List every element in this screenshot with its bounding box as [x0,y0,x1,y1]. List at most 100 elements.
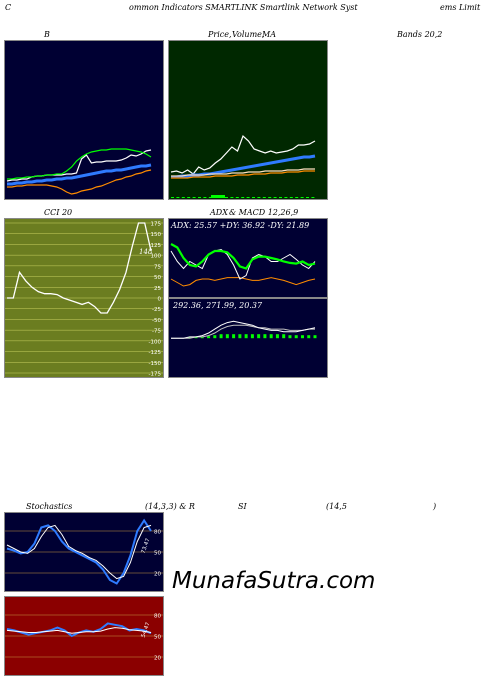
price-series-2 [171,170,315,179]
stochastics-panel: 80 50 20 73.47 [4,512,164,592]
adx-title: ADX [210,208,228,217]
volume-bar [252,197,255,198]
rsi-chart: 80 50 20 54.47 [5,614,163,662]
volume-bar [300,197,304,198]
cci-tick-label: -75 [152,329,161,335]
header-left: C [5,3,12,12]
volume-bar [306,197,309,198]
volume-bar [198,197,201,198]
macd-hist-bar [263,334,267,339]
adx-values: ADX: 25.57 +DY: 36.92 -DY: 21.89 [171,221,310,230]
watermark: MunafaSutra.com [172,568,376,594]
cci-tick-label: 50 [154,275,161,281]
macd-values: 292.36, 271.99, 20.37 [173,301,263,310]
cci-chart: 175 150 125 100 75 50 25 0 -25 -50 -75 -100 -125 -150… [5,222,163,377]
stoch-params: (14,3,3) & R [145,502,195,511]
cci-tick-label: 125 [151,243,162,249]
macd-title: & MACD 12,26,9 [229,208,299,217]
volume-bar [181,197,185,198]
bollinger-chart [6,148,152,195]
volume-bar [171,197,174,198]
volume-bar [289,197,293,198]
macd-hist-bar [288,335,292,339]
rsi-si: SI [238,502,247,511]
volume-bar [211,195,225,198]
rsi-params: (14,5 [326,502,347,511]
macd-hist-bar [213,335,217,339]
macd-hist-bar [200,337,204,339]
cci-panel: 175 150 125 100 75 50 25 0 -25 -50 -75 -100 -125 -150… [4,218,164,378]
volume-bar [257,197,261,198]
macd-hist-bar [194,337,198,339]
macd-hist-bar [207,336,211,339]
price-series-1 [171,154,316,179]
cci-tick-label: -150 [149,361,162,367]
macd-hist-bar [307,335,311,339]
cci-tick-label: -50 [152,318,161,324]
macd-hist-bar [244,334,248,339]
cci-tick-label: -100 [149,339,162,345]
volume-bar [273,197,277,198]
price-label: Price, [208,30,232,39]
volume-bar [203,197,207,198]
volume-bar [187,197,191,198]
adx-panel: ADX: 25.57 +DY: 36.92 -DY: 21.89 [168,218,328,298]
volume-bar [176,197,180,198]
volume-bar [268,197,272,198]
bands-label: Bands 20,2 [397,30,443,39]
adx-series-+DY [170,249,316,280]
stoch-last-value: 73.47 [141,537,152,554]
volume-bar [235,197,239,198]
cci-tick-label: 175 [151,222,162,228]
stochastics-chart: 80 50 20 73.47 [5,518,163,585]
cci-title: CCI 20 [44,208,73,217]
rsi-tick-label: 20 [154,656,161,662]
price-series-3 [171,168,315,177]
cci-tick-label: -125 [149,350,162,356]
stoch-tick-label: 50 [154,551,161,557]
adx-series-ADX [170,243,316,270]
macd-hist-bar [257,334,261,339]
macd-hist-bar [300,335,304,339]
stoch-tick-label: 80 [154,530,161,536]
rsi-last-value: 54.47 [141,621,152,638]
stoch-series-1 [6,524,152,580]
stoch-tick-label: 20 [154,572,161,578]
adx-chart [170,243,316,287]
bollinger-title: B [44,30,50,39]
cci-tick-label: -25 [152,307,161,313]
rsi-close: ) [433,502,437,511]
cci-tick-label: 0 [158,297,162,303]
header-right: ems Limit [440,3,481,12]
macd-hist-bar [313,335,317,339]
macd-hist-bar [294,335,298,339]
rsi-panel: 80 50 20 54.47 [4,596,164,676]
macd-series-MACD [171,320,316,339]
macd-chart [171,320,317,339]
cci-last-value: 148 [139,248,153,256]
cci-tick-label: 150 [151,232,162,238]
volume-bar [311,197,315,198]
volume-bar [246,197,250,198]
price-series-0 [170,134,316,175]
macd-panel: 292.36, 271.99, 20.37 [168,298,328,378]
macd-hist-bar [275,334,279,339]
cci-line [7,222,152,314]
cci-tick-label: 75 [154,264,161,270]
volume-bar [192,197,196,198]
rsi-tick-label: 50 [154,635,161,641]
volume-bar [208,197,212,198]
volume-bar [241,197,245,198]
macd-hist-bar [238,334,242,339]
adx-series--DY [170,277,316,287]
volume-label: Volume, [232,30,265,39]
stoch-title: Stochastics [26,502,73,511]
macd-hist-bar [225,334,229,339]
bollinger-series-3 [7,169,152,195]
volume-bar [262,197,266,198]
rsi-tick-label: 80 [154,614,161,620]
bollinger-series-1 [7,163,152,186]
stoch-series-0 [6,518,152,585]
cci-tick-label: 100 [151,254,162,260]
macd-hist-bar [269,334,273,339]
